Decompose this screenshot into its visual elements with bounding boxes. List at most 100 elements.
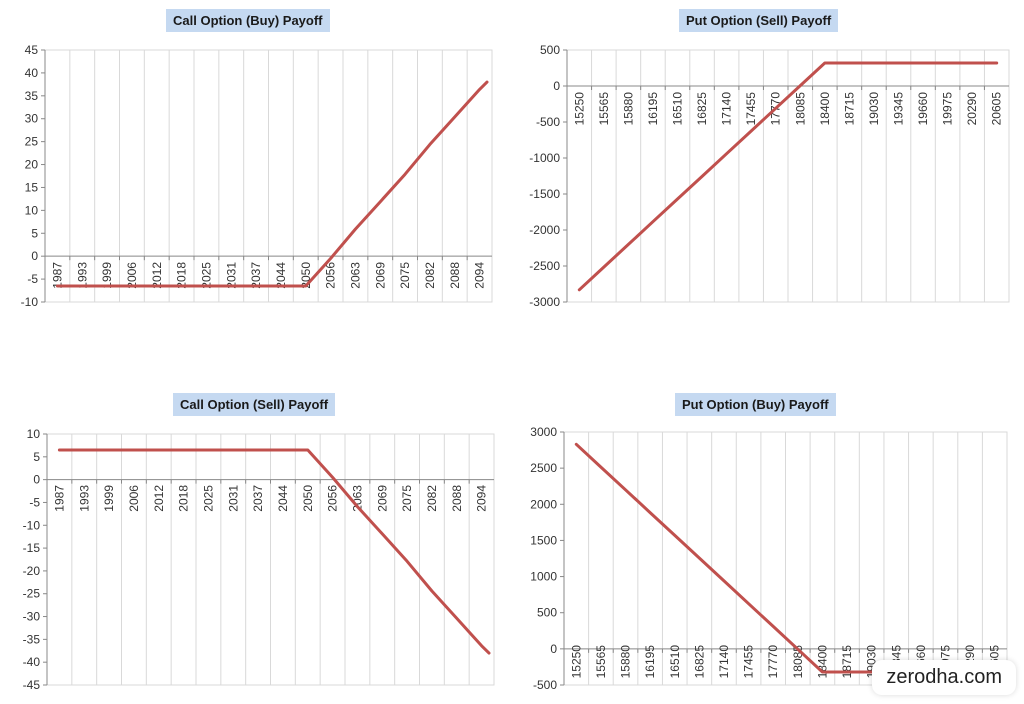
y-tick-label: 10: [27, 427, 41, 441]
series-line: [57, 448, 491, 655]
y-tick-label: -5: [29, 495, 40, 509]
x-tick-label: 2056: [324, 262, 338, 289]
x-tick-label: 19030: [867, 92, 881, 126]
x-tick-label: 19975: [941, 92, 955, 126]
x-tick-label: 2082: [425, 485, 439, 512]
y-tick-label: 1500: [530, 533, 557, 547]
x-tick-label: 16825: [692, 645, 706, 679]
x-tick-label: 16195: [643, 645, 657, 679]
x-tick-label: 1999: [100, 262, 114, 289]
y-tick-label: 0: [33, 473, 40, 487]
x-tick-label: 2094: [475, 485, 489, 512]
y-tick-label: 5: [31, 226, 38, 240]
series-line: [55, 80, 489, 288]
x-tick-label: 2069: [375, 485, 389, 512]
x-tick-label: 17770: [766, 645, 780, 679]
x-tick-label: 1987: [52, 485, 66, 512]
y-tick-label: 25: [25, 135, 39, 149]
x-tick-label: 2063: [350, 485, 364, 512]
x-tick-label: 16825: [695, 92, 709, 126]
x-tick-label: 19345: [892, 92, 906, 126]
x-tick-label: 2075: [398, 262, 412, 289]
x-tick-label: 2025: [199, 262, 213, 289]
x-tick-label: 17455: [742, 645, 756, 679]
y-tick-label: -10: [21, 295, 39, 309]
x-tick-label: 2012: [150, 262, 164, 289]
y-tick-label: 20: [25, 158, 39, 172]
x-tick-label: 15565: [594, 645, 608, 679]
x-tick-label: 15880: [621, 92, 635, 126]
y-tick-label: 2000: [530, 497, 557, 511]
chart-call-buy: Call Option (Buy) Payoff -10 -5 0 5 10 15 20 25…: [0, 0, 512, 340]
x-tick-label: 2044: [276, 485, 290, 512]
x-tick-label: 2037: [251, 485, 265, 512]
x-tick-label: 15250: [569, 645, 583, 679]
y-tick-label: -1500: [529, 187, 560, 201]
x-tick-label: 17455: [744, 92, 758, 126]
y-tick-label: -45: [23, 678, 41, 692]
y-tick-label: -30: [23, 610, 41, 624]
y-tick-label: -20: [23, 564, 41, 578]
x-tick-label: 2088: [450, 485, 464, 512]
x-tick-label: 1993: [77, 485, 91, 512]
watermark-badge: zerodha.com: [872, 660, 1016, 695]
chart-title: Call Option (Sell) Payoff: [173, 393, 336, 416]
plot-area: -500 0 500 1000 1500 2000 2500 3000 15250 15565 15…: [530, 425, 1008, 692]
y-tick-label: -10: [23, 518, 41, 532]
y-tick-label: 35: [25, 89, 39, 103]
x-tick-label: 2018: [177, 485, 191, 512]
chart-title: Put Option (Sell) Payoff: [679, 9, 839, 32]
x-tick-label: 15565: [597, 92, 611, 126]
y-tick-label: -35: [23, 632, 41, 646]
x-tick-label: 2050: [301, 485, 315, 512]
x-tick-label: 2037: [249, 262, 263, 289]
x-tick-label: 15250: [572, 92, 586, 126]
y-tick-label: 30: [25, 112, 39, 126]
x-tick-label: 15880: [619, 645, 633, 679]
x-tick-label: 16510: [668, 645, 682, 679]
x-tick-label: 16195: [646, 92, 660, 126]
y-tick-label: 15: [25, 180, 39, 194]
x-tick-label: 16510: [671, 92, 685, 126]
y-tick-label: 1000: [530, 570, 557, 584]
x-tick-label: 2088: [448, 262, 462, 289]
plot-area: -3000 -2500 -2000 -1500 -1000 -500 0 500 15250 15…: [529, 43, 1010, 309]
y-tick-label: 40: [25, 66, 39, 80]
y-tick-label: -40: [23, 655, 41, 669]
x-tick-label: 2006: [127, 485, 141, 512]
chart-call-sell: Call Option (Sell) Payoff -45 -40 -35 -30 -2…: [0, 389, 512, 699]
x-tick-label: 20605: [990, 92, 1004, 126]
x-tick-label: 2018: [175, 262, 189, 289]
x-tick-label: 2025: [201, 485, 215, 512]
y-tick-label: -25: [23, 587, 41, 601]
y-tick-label: -500: [536, 115, 560, 129]
series-line: [574, 442, 874, 674]
y-tick-label: 2500: [530, 461, 557, 475]
x-tick-label: 2031: [224, 262, 238, 289]
x-tick-label: 2006: [125, 262, 139, 289]
y-tick-label: 500: [540, 43, 560, 57]
x-tick-label: 2012: [152, 485, 166, 512]
y-tick-label: -5: [27, 272, 38, 286]
x-tick-label: 1999: [102, 485, 116, 512]
y-tick-label: 3000: [530, 425, 557, 439]
x-tick-label: 2056: [326, 485, 340, 512]
y-tick-label: -3000: [529, 295, 560, 309]
chart-title: Call Option (Buy) Payoff: [166, 9, 330, 32]
y-tick-label: 5: [33, 450, 40, 464]
y-tick-label: 0: [31, 249, 38, 263]
x-tick-label: 2069: [373, 262, 387, 289]
y-tick-label: -2500: [529, 259, 560, 273]
x-tick-label: 1987: [50, 262, 64, 289]
y-tick-label: -500: [533, 678, 557, 692]
x-tick-label: 18715: [840, 645, 854, 679]
y-tick-label: -15: [23, 541, 41, 555]
x-tick-label: 2082: [423, 262, 437, 289]
y-tick-label: 10: [25, 203, 39, 217]
x-tick-label: 19660: [916, 92, 930, 126]
y-tick-label: -1000: [529, 151, 560, 165]
y-tick-label: 0: [550, 642, 557, 656]
y-tick-label: -2000: [529, 223, 560, 237]
y-tick-label: 0: [553, 79, 560, 93]
x-tick-label: 17140: [720, 92, 734, 126]
